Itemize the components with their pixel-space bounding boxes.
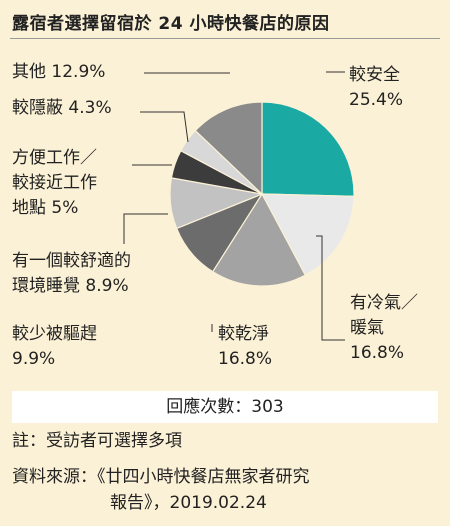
slice-label-near-work-line1: 方便工作／ — [12, 148, 97, 168]
leader-line-hidden — [140, 111, 189, 143]
slice-label-safer-text: 較安全 — [349, 65, 400, 85]
pie-slice-safer — [261, 101, 355, 197]
slice-label-aircon-line1: 有冷氣／ — [350, 293, 418, 313]
slice-label-near-work-line3: 地點 5% — [12, 198, 79, 218]
slice-label-safer-pct: 25.4% — [349, 90, 404, 110]
slice-label-other: 其他 12.9% — [12, 60, 105, 85]
slice-label-hidden-text: 較隱蔽 4.3% — [12, 98, 112, 118]
leader-line-less-evicted — [123, 213, 168, 244]
slice-label-comfortable: 有一個較舒適的 環境睡覺 8.9% — [12, 249, 131, 299]
pie-slice-other — [194, 101, 263, 196]
chart-title: 露宿者選擇留宿於 24 小時快餐店的原因 — [12, 14, 330, 34]
footnote: 註：受訪者可選擇多項 — [12, 431, 182, 451]
title-divider — [10, 38, 440, 39]
pie-chart — [123, 71, 355, 341]
slice-label-aircon: 有冷氣／ 暖氣 16.8% — [350, 291, 418, 366]
slice-label-hidden: 較隱蔽 4.3% — [12, 96, 112, 121]
slice-label-cleaner-text: 較乾淨 — [218, 324, 269, 344]
response-count: 回應次數：303 — [12, 391, 438, 423]
slice-label-near-work: 方便工作／ 較接近工作 地點 5% — [12, 146, 97, 221]
slice-label-less-evicted: 較少被驅趕 9.9% — [12, 322, 97, 372]
slice-label-aircon-pct: 16.8% — [350, 343, 405, 363]
slice-label-near-work-line2: 較接近工作 — [12, 173, 97, 193]
slice-label-cleaner: 較乾淨 16.8% — [218, 322, 272, 372]
pie-slice-aircon — [260, 193, 355, 276]
slice-label-comfortable-line2: 環境睡覺 8.9% — [12, 276, 129, 296]
pie-slice-cleaner — [211, 192, 307, 287]
slice-label-aircon-line2: 暖氣 — [350, 318, 384, 338]
slice-label-other-text: 其他 12.9% — [12, 62, 106, 82]
slice-label-comfortable-line1: 有一個較舒適的 — [12, 251, 131, 271]
source-line-2: 報告》，2019.02.24 — [110, 493, 267, 513]
slice-label-less-evicted-pct: 9.9% — [12, 349, 56, 369]
slice-label-cleaner-pct: 16.8% — [218, 349, 273, 369]
source-line-1: 資料來源：《廿四小時快餐店無家者研究 — [12, 467, 310, 487]
slice-label-less-evicted-text: 較少被驅趕 — [12, 324, 97, 344]
leader-line-aircon — [316, 235, 345, 341]
slice-label-safer: 較安全 25.4% — [349, 63, 403, 113]
